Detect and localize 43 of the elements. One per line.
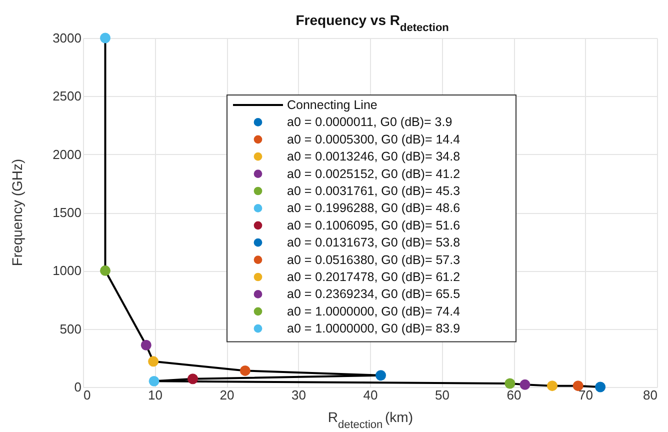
point	[148, 376, 160, 386]
point	[100, 32, 110, 44]
y-tick-label: 1500	[52, 205, 82, 220]
point	[148, 356, 159, 367]
legend-label: a0 = 1.0000000, G0 (dB)= 83.9	[287, 322, 460, 336]
point	[520, 379, 530, 390]
point	[376, 370, 386, 381]
x-tick-label: 70	[578, 388, 593, 402]
legend-label: a0 = 0.0013246, G0 (dB)= 34.8	[287, 150, 460, 164]
y-tick-label: 1000	[52, 263, 82, 278]
legend-label: a0 = 0.0005300, G0 (dB)= 14.4	[287, 132, 460, 146]
x-tick-label: 30	[292, 388, 306, 402]
y-axis-title: Frequency (GHz)	[9, 158, 25, 266]
x-tick-label: 60	[506, 388, 522, 402]
point	[240, 365, 250, 376]
point	[504, 378, 516, 389]
legend-label: a0 = 0.0516380, G0 (dB)= 57.3	[287, 252, 460, 267]
x-tick-label: 20	[220, 388, 234, 402]
y-tick-label: 3000	[52, 30, 82, 46]
y-tick-label: 2000	[52, 146, 82, 162]
y-tick-label: 500	[60, 321, 82, 336]
point	[100, 265, 110, 276]
point	[572, 380, 584, 392]
legend-label: a0 = 0.0031761, G0 (dB)= 45.3	[287, 184, 460, 198]
legend-label: a0 = 0.0025152, G0 (dB)= 41.2	[287, 166, 460, 181]
x-tick-label: 80	[643, 388, 658, 402]
point	[547, 380, 558, 392]
legend-label: a0 = 1.0000000, G0 (dB)= 74.4	[287, 304, 460, 318]
x-tick-label: 50	[435, 388, 450, 402]
legend-label: a0 = 0.2369234, G0 (dB)= 65.5	[287, 287, 460, 302]
x-tick-label: 40	[363, 388, 378, 402]
x-tick-label: 10	[148, 388, 162, 402]
legend-label: a0 = 0.1996288, G0 (dB)= 48.6	[287, 201, 460, 216]
point	[595, 382, 606, 392]
legend-label: Connecting Line	[287, 98, 378, 112]
legend-label: a0 = 0.0131673, G0 (dB)= 53.8	[287, 236, 460, 250]
x-tick-label: 0	[84, 388, 91, 402]
legend-label: a0 = 0.2017478, G0 (dB)= 61.2	[287, 270, 460, 284]
point	[140, 340, 152, 350]
legend-label: a0 = 0.1006095, G0 (dB)= 51.6	[287, 218, 460, 232]
y-tick-label: 2500	[52, 88, 82, 104]
legend-label: a0 = 0.0000011, G0 (dB)= 3.9	[287, 115, 452, 130]
point	[188, 374, 198, 384]
